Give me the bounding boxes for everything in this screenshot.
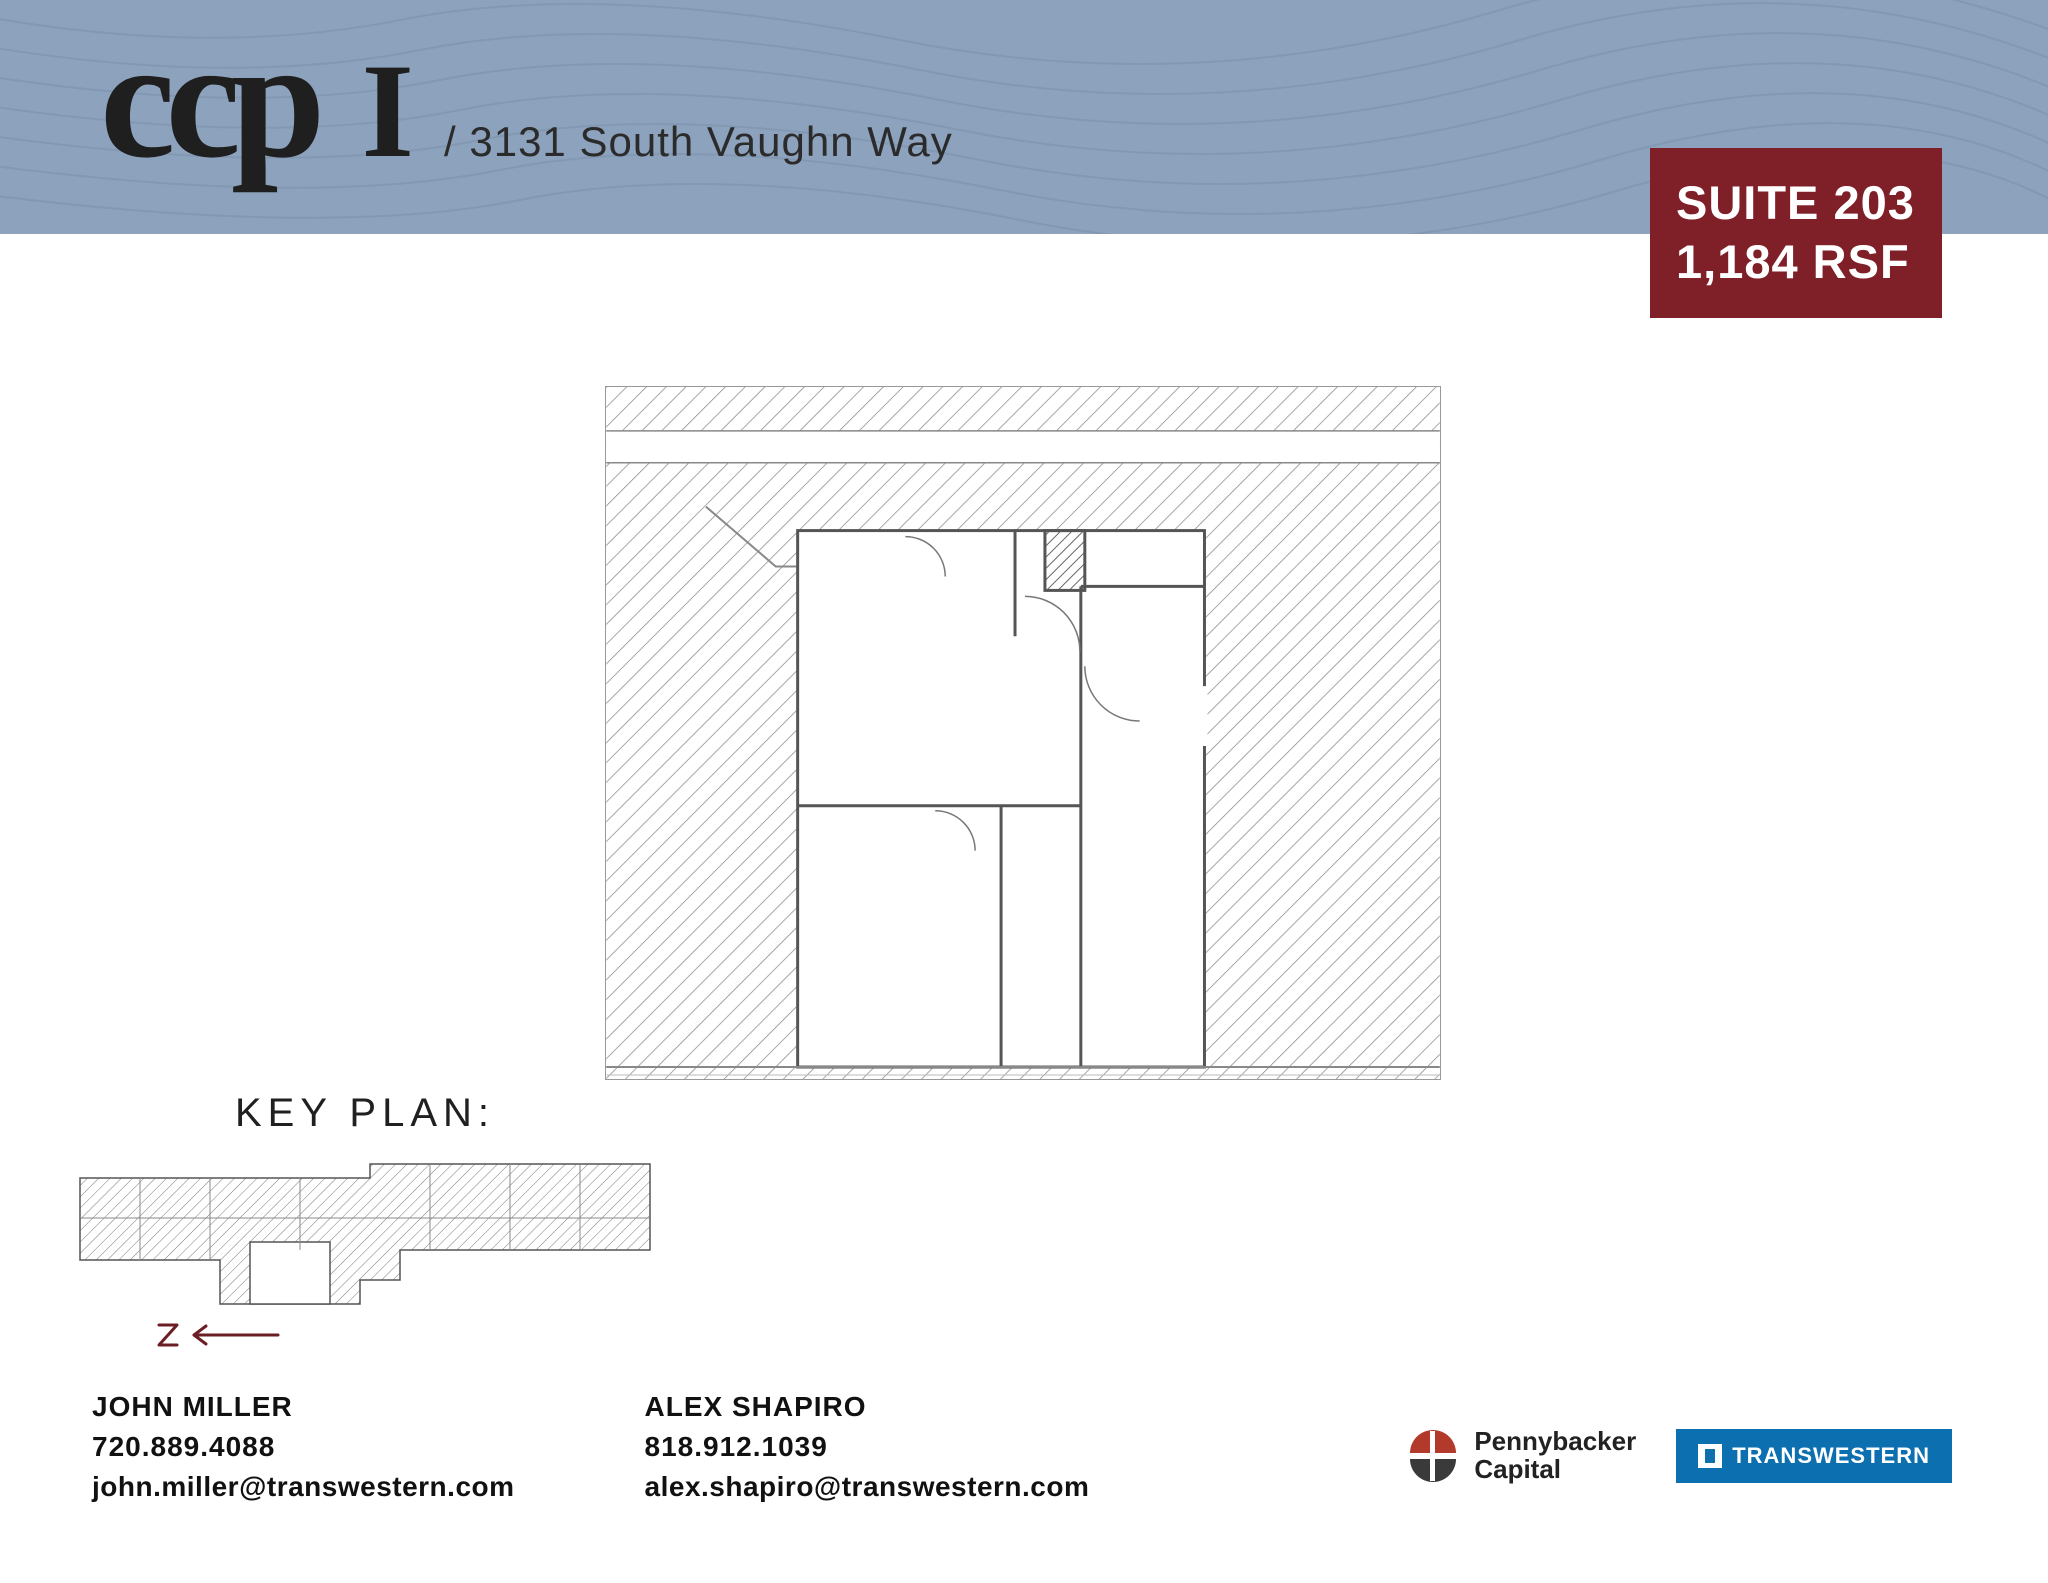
contacts-block: JOHN MILLER 720.889.4088 john.miller@tra… — [92, 1391, 1089, 1503]
contact-1-phone: 720.889.4088 — [92, 1431, 515, 1463]
suite-rsf: 1,184 RSF — [1676, 233, 1942, 292]
partner-logos: Pennybacker Capital TRANSWESTERN — [1406, 1428, 1952, 1483]
contact-2: ALEX SHAPIRO 818.912.1039 alex.shapiro@t… — [645, 1391, 1090, 1503]
logo-primary: ccp — [100, 36, 315, 164]
contact-2-email: alex.shapiro@transwestern.com — [645, 1471, 1090, 1503]
pennybacker-icon — [1406, 1429, 1460, 1483]
pennybacker-line2: Capital — [1474, 1456, 1636, 1483]
transwestern-label: TRANSWESTERN — [1732, 1443, 1930, 1469]
address-text: 3131 South Vaughn Way — [469, 118, 952, 165]
logo-row: ccp I / 3131 South Vaughn Way — [100, 36, 953, 180]
contact-1-name: JOHN MILLER — [92, 1391, 515, 1423]
contact-1: JOHN MILLER 720.889.4088 john.miller@tra… — [92, 1391, 515, 1503]
transwestern-logo: TRANSWESTERN — [1676, 1429, 1952, 1483]
keyplan-diagram — [70, 1150, 660, 1308]
pennybacker-line1: Pennybacker — [1474, 1428, 1636, 1455]
suite-number: SUITE 203 — [1676, 174, 1942, 233]
suite-badge: SUITE 203 1,184 RSF — [1650, 148, 1942, 318]
pennybacker-text: Pennybacker Capital — [1474, 1428, 1636, 1483]
north-arrow-icon — [150, 1320, 290, 1350]
keyplan-label: KEY PLAN: — [235, 1091, 495, 1136]
address-prefix: / — [444, 118, 457, 165]
contact-2-phone: 818.912.1039 — [645, 1431, 1090, 1463]
logo-secondary: I — [361, 51, 414, 173]
contact-2-name: ALEX SHAPIRO — [645, 1391, 1090, 1423]
transwestern-icon — [1698, 1444, 1722, 1468]
contact-1-email: john.miller@transwestern.com — [92, 1471, 515, 1503]
pennybacker-logo: Pennybacker Capital — [1406, 1428, 1636, 1483]
header-address: / 3131 South Vaughn Way — [444, 118, 953, 180]
floorplan-main — [605, 386, 1441, 1080]
